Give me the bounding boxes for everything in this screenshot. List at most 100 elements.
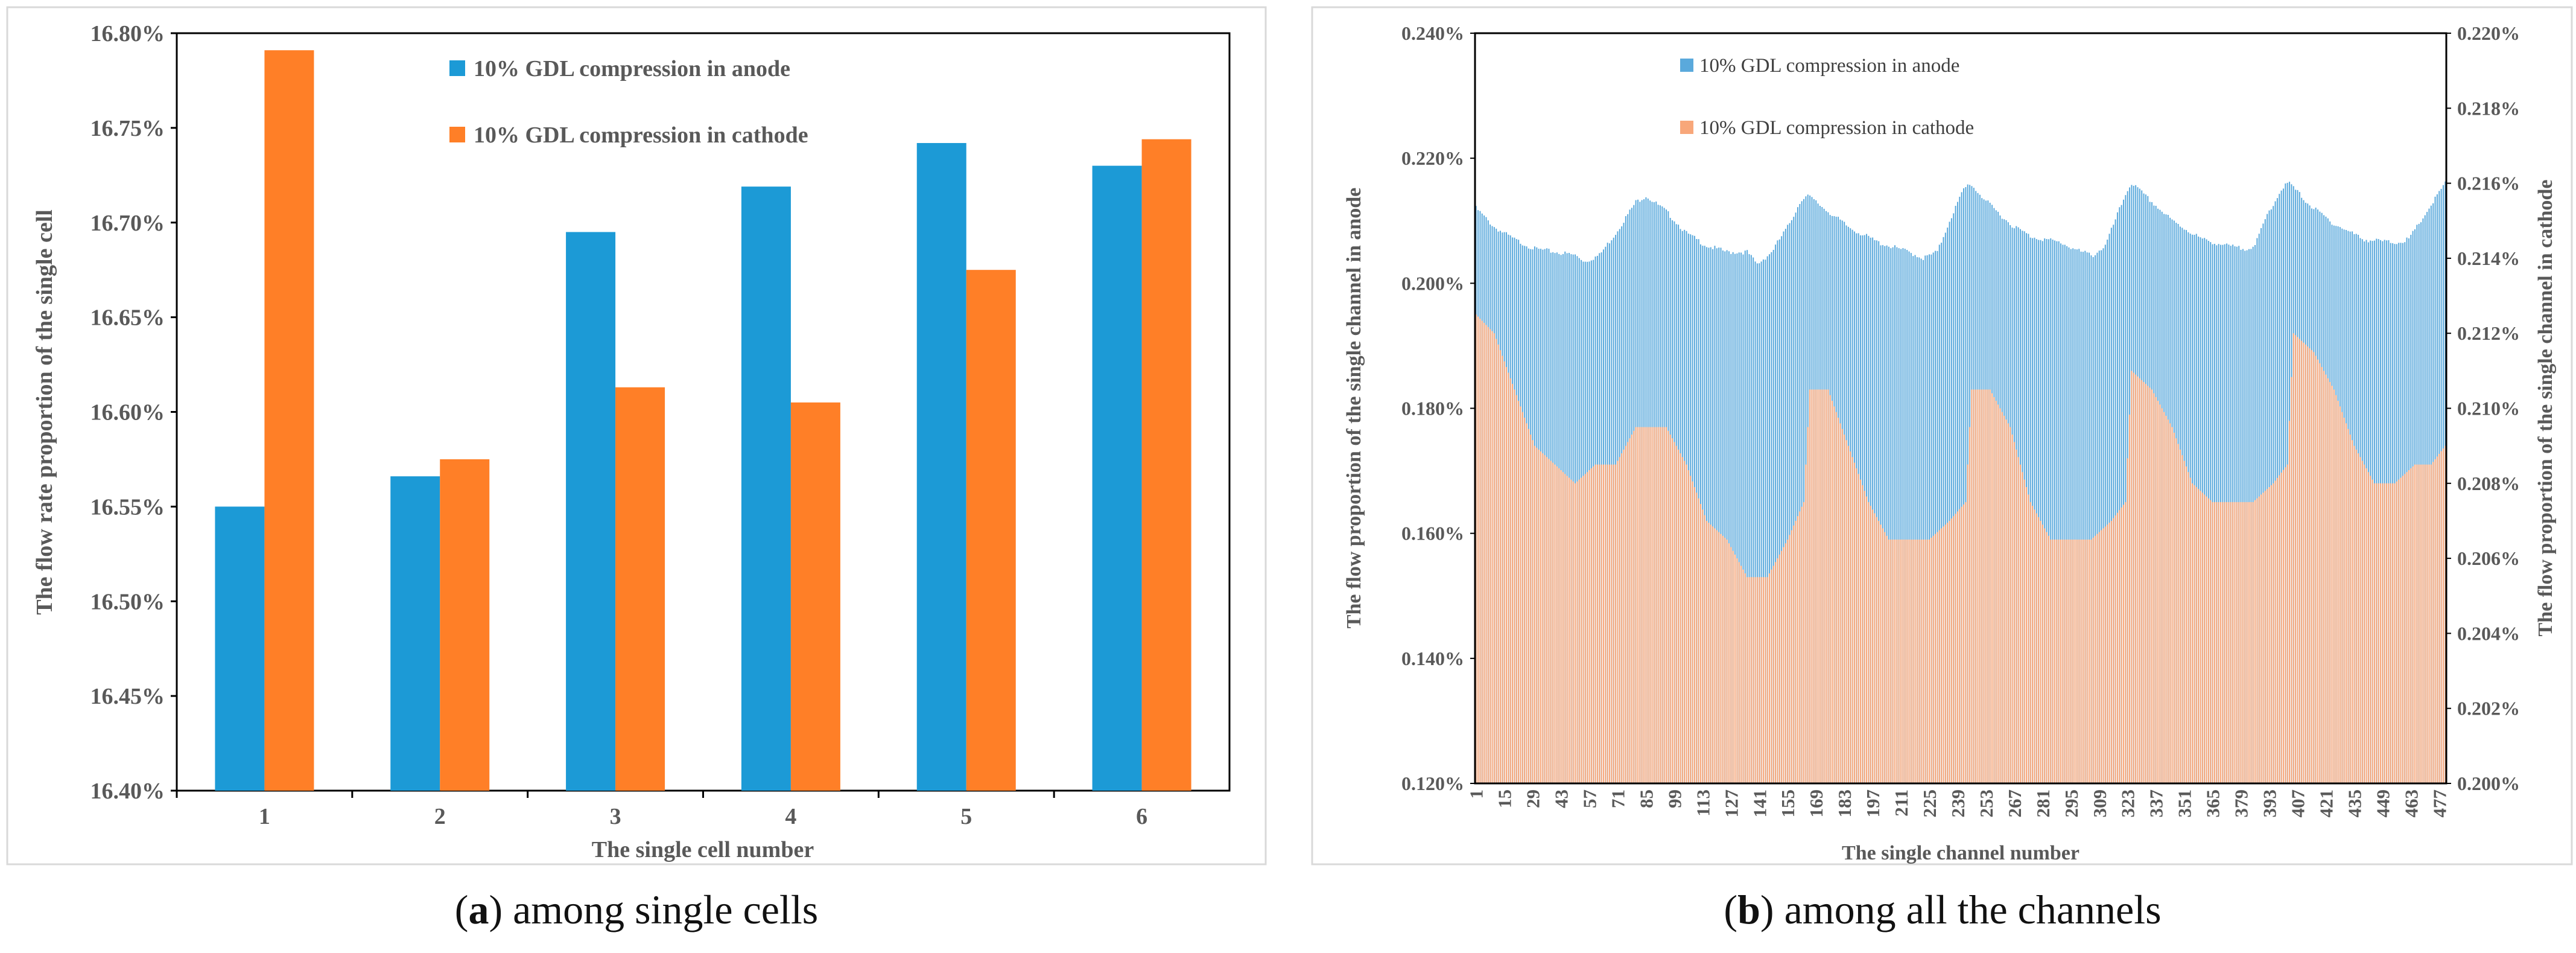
y-tick-label: 16.60% [90, 400, 165, 426]
cathode-bar [2353, 445, 2355, 783]
cathode-bar [1827, 389, 1829, 783]
anode-bar [2084, 250, 2086, 784]
cathode-bar [2256, 498, 2258, 783]
cathode-bar [2181, 455, 2183, 783]
cathode-bar [1669, 435, 1671, 783]
cathode-bar [1912, 540, 1914, 783]
cathode-bar [2092, 537, 2094, 783]
cathode-bar [2194, 485, 2195, 783]
cathode-bar [1653, 427, 1655, 783]
cathode-bar [1829, 395, 1831, 783]
cathode-bar [2044, 528, 2046, 783]
cathode-bar [1546, 457, 1548, 783]
cathode-bar [2420, 464, 2422, 783]
anode-bar [1880, 245, 1882, 783]
anode-bar [1961, 192, 1962, 783]
cathode-bar [2282, 470, 2284, 783]
anode-bar [1759, 263, 1760, 783]
cathode-bar [1898, 540, 1900, 783]
y-tick-label-right: 0.208% [2457, 473, 2520, 494]
cathode-bar [2309, 348, 2311, 783]
cathode-bar [1999, 408, 2001, 783]
x-tick-label: 463 [2400, 789, 2422, 818]
cathode-bar [1587, 472, 1588, 783]
cathode-bar [2376, 483, 2378, 783]
cathode-bar [2098, 532, 2100, 783]
anode-bar [1791, 220, 1792, 783]
cathode-bar [1809, 389, 1811, 783]
x-tick-label: 155 [1777, 789, 1798, 818]
anode-bar [1738, 252, 1740, 783]
cathode-bar [2337, 401, 2339, 783]
cathode-bar [2171, 427, 2173, 783]
cathode-bar [2238, 502, 2240, 783]
y-tick-label-left: 0.200% [1401, 272, 1464, 294]
cathode-bar [2264, 491, 2266, 783]
cathode-bar [1890, 540, 1892, 783]
cathode-bar [1673, 442, 1675, 783]
bar-anode-cell-3 [566, 232, 616, 791]
cathode-bar [1726, 540, 1728, 783]
x-tick-label: 71 [1608, 789, 1629, 808]
cathode-bar [1562, 472, 1564, 783]
anode-bar [1918, 257, 1920, 783]
cathode-bar [2426, 464, 2428, 783]
cathode-bar [2301, 340, 2303, 783]
cathode-bar [2436, 456, 2438, 783]
anode-bar [2048, 239, 2049, 783]
cathode-bar [1983, 389, 1985, 783]
cathode-bar [1607, 464, 1608, 783]
cathode-bar [2390, 483, 2391, 783]
cathode-bar [1973, 389, 1975, 783]
cathode-bar [2119, 510, 2121, 783]
cathode-bar [1635, 427, 1637, 783]
cathode-bar [2187, 472, 2189, 783]
cathode-bar [2206, 496, 2207, 783]
anode-bar [1914, 255, 1916, 783]
y-tick-label: 16.65% [90, 305, 165, 331]
cathode-bar [2151, 389, 2152, 783]
anode-bar [1924, 255, 1926, 783]
cathode-bar [1882, 528, 1883, 783]
anode-bar [1722, 250, 1724, 783]
cathode-bar [1617, 461, 1619, 783]
cathode-bar [1880, 524, 1882, 783]
cathode-bar [2230, 502, 2232, 783]
cathode-bar [1643, 427, 1645, 783]
x-tick-label: 57 [1579, 789, 1600, 808]
cathode-bar [2137, 376, 2139, 783]
bar-anode-cell-4 [741, 186, 791, 791]
anode-bar [1900, 249, 1902, 783]
cathode-bar [2218, 502, 2219, 783]
cathode-bar [1833, 406, 1835, 783]
cathode-bar [2153, 393, 2155, 783]
anode-bar [2054, 240, 2055, 783]
cathode-bar [2307, 346, 2309, 783]
cathode-bar [2068, 540, 2070, 783]
anode-bar [1732, 252, 1734, 783]
cathode-bar [2101, 530, 2102, 783]
cathode-bar [1536, 447, 1538, 783]
y-axis-title-left: The flow proportion of the single channe… [1343, 188, 1365, 628]
y-tick-label-right: 0.210% [2457, 398, 2520, 419]
anode-bar [1803, 199, 1805, 783]
y-tick-label-right: 0.218% [2457, 97, 2520, 119]
cathode-bar [1724, 537, 1726, 783]
cathode-bar [1738, 562, 1740, 783]
anode-bar [2096, 252, 2098, 783]
cathode-bar [1505, 367, 1507, 783]
bar-anode-cell-6 [1092, 165, 1142, 791]
cathode-bar [1870, 506, 1871, 783]
cathode-bar [2285, 467, 2286, 783]
cathode-bar [1576, 481, 1578, 783]
cathode-bar [2371, 479, 2373, 783]
cathode-bar [1514, 389, 1515, 783]
cathode-bar [2292, 333, 2294, 783]
legend-swatch-anode [1680, 59, 1693, 72]
x-tick-label: 435 [2344, 789, 2365, 818]
cathode-bar [1581, 477, 1582, 783]
legend-label-anode: 10% GDL compression in anode [474, 56, 790, 81]
cathode-bar [2129, 414, 2131, 783]
cathode-bar [1902, 540, 1904, 783]
cathode-bar [1560, 470, 1562, 783]
